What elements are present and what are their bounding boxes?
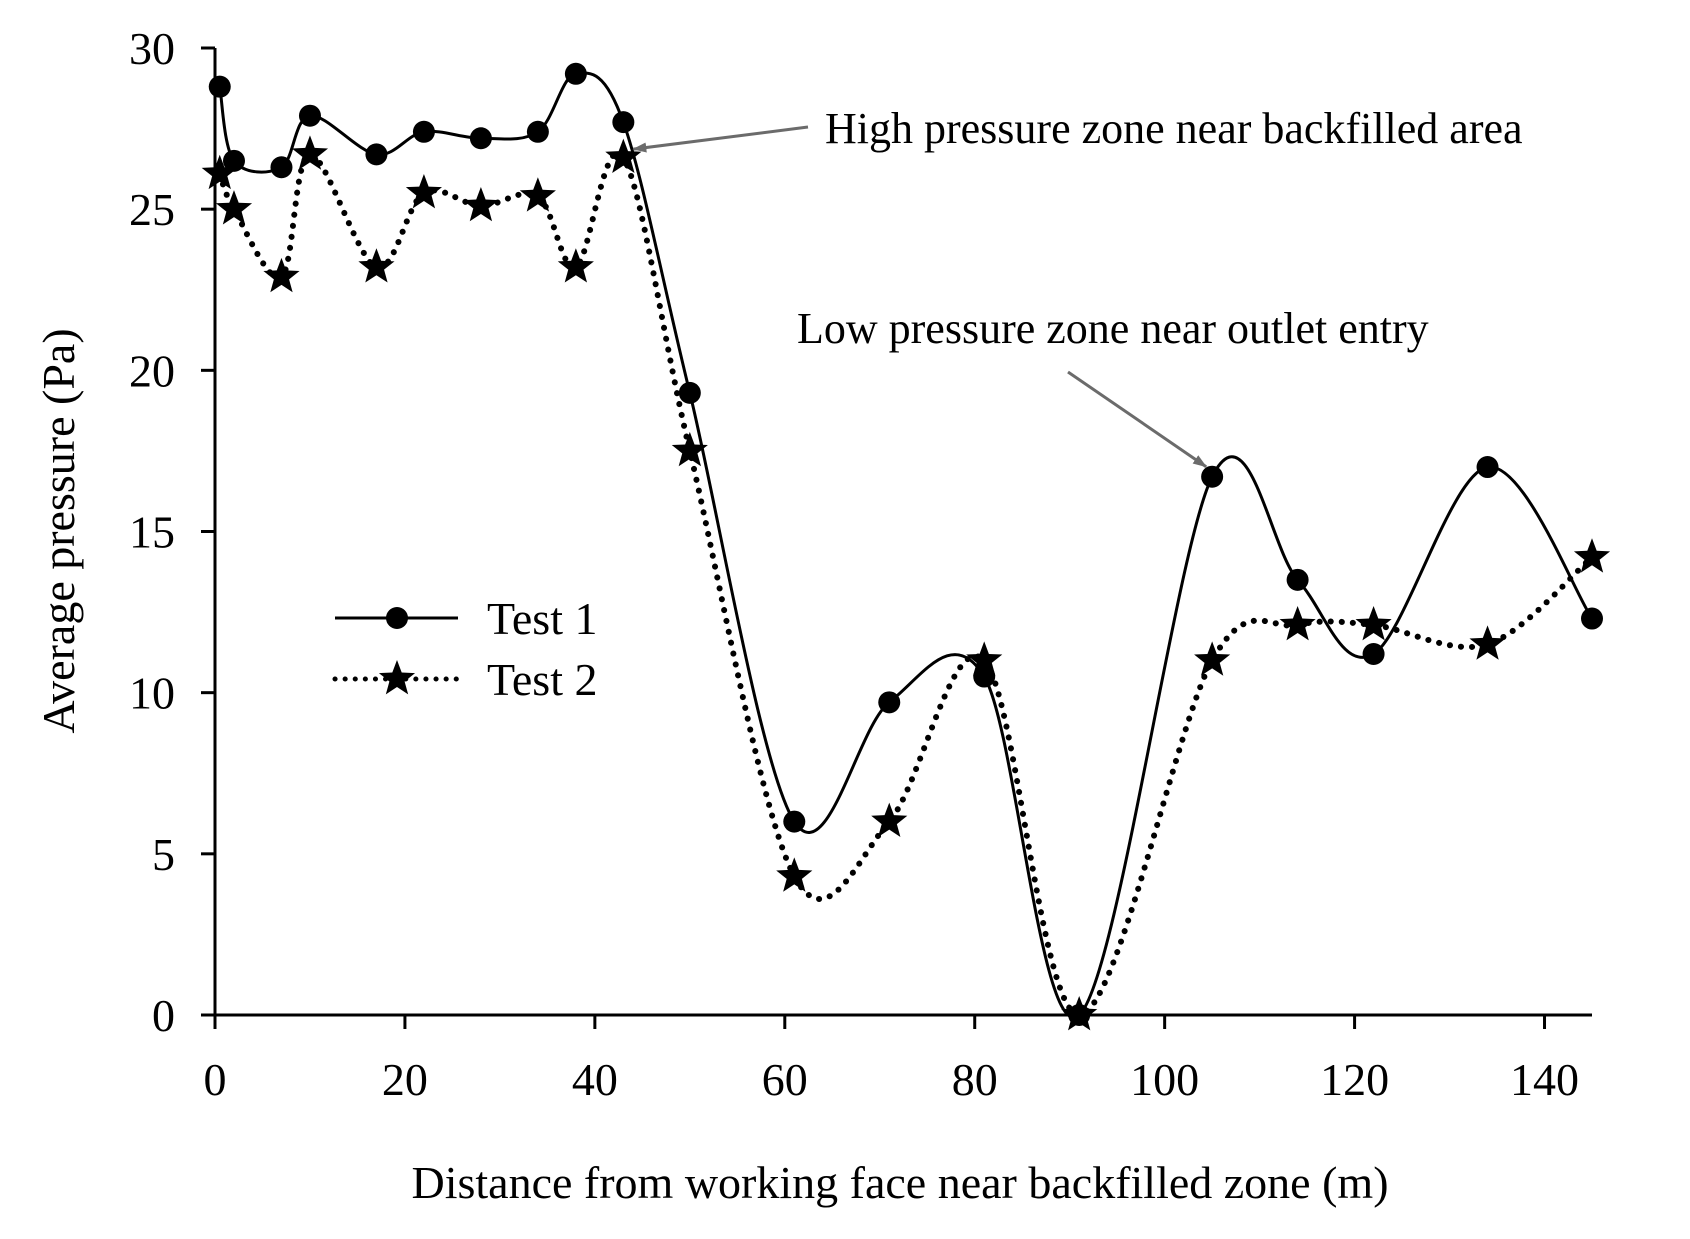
data-point-test-1 (1581, 607, 1603, 630)
y-tick-label: 0 (152, 990, 175, 1041)
x-tick-label: 60 (762, 1054, 808, 1105)
data-point-test-1 (412, 120, 435, 143)
series-layer (201, 62, 1611, 1031)
data-point-test-2 (462, 186, 499, 222)
data-point-test-1 (1476, 456, 1499, 479)
x-tick-label: 140 (1510, 1054, 1579, 1105)
data-point-test-2 (358, 248, 395, 283)
data-point-test-1 (365, 143, 388, 166)
x-axis-title: Distance from working face near backfill… (411, 1157, 1388, 1208)
x-tick-label: 0 (204, 1054, 227, 1105)
data-point-test-2 (519, 177, 556, 212)
high-pressure-arrow (632, 125, 809, 153)
low-pressure-annotation: Low pressure zone near outlet entry (797, 304, 1429, 353)
data-point-test-1 (469, 127, 492, 150)
data-point-test-2 (605, 138, 642, 173)
data-point-test-1 (1286, 568, 1309, 591)
data-point-test-1 (678, 381, 701, 404)
y-tick-label: 10 (129, 668, 175, 719)
data-point-test-1 (1068, 1004, 1091, 1026)
x-tick-label: 40 (572, 1054, 618, 1105)
data-point-test-1 (783, 810, 806, 833)
data-point-test-2 (1355, 605, 1392, 641)
x-tick-label: 20 (382, 1054, 428, 1105)
data-point-test-1 (208, 75, 231, 98)
data-point-test-2 (263, 257, 300, 293)
data-point-test-1 (878, 691, 901, 714)
legend-marker-test-1 (386, 607, 408, 629)
y-tick-label: 25 (129, 184, 175, 235)
y-tick-label: 30 (129, 23, 175, 74)
data-point-test-2 (557, 248, 594, 283)
annotations: High pressure zone near backfilled area … (632, 104, 1523, 468)
data-point-test-2 (405, 174, 442, 209)
legend-label-test-1: Test 1 (487, 593, 598, 644)
data-point-test-2 (1194, 641, 1231, 676)
series-line-test-2 (216, 150, 1595, 1019)
x-tick-label: 100 (1130, 1054, 1199, 1105)
y-ticks: 0 5 10 15 20 25 30 (129, 23, 215, 1041)
y-tick-label: 20 (129, 345, 175, 396)
series-line-test-1 (218, 71, 1594, 1019)
data-point-test-2 (1573, 538, 1611, 573)
data-point-test-2 (966, 641, 1003, 676)
data-point-test-2 (671, 431, 708, 467)
data-point-test-2 (201, 154, 238, 190)
y-axis-title: Average pressure (Pa) (33, 328, 84, 733)
data-point-test-1 (564, 62, 587, 85)
low-pressure-arrow (1067, 370, 1207, 468)
data-point-test-1 (526, 120, 549, 143)
data-point-test-1 (973, 665, 996, 688)
data-point-test-2 (291, 135, 329, 170)
data-point-test-1 (270, 156, 293, 179)
y-tick-label: 5 (152, 829, 175, 880)
x-tick-label: 80 (952, 1054, 998, 1105)
data-point-test-2 (1469, 625, 1506, 660)
legend-marker-test-2 (378, 660, 416, 695)
y-tick-label: 15 (129, 507, 175, 558)
legend: Test 1 Test 2 (332, 593, 598, 705)
data-point-test-2 (215, 190, 253, 225)
high-pressure-annotation: High pressure zone near backfilled area (825, 104, 1523, 153)
data-point-test-1 (1362, 642, 1385, 665)
data-point-test-1 (222, 149, 245, 172)
x-tick-label: 120 (1320, 1054, 1389, 1105)
data-point-test-2 (776, 857, 813, 892)
data-point-test-1 (1201, 465, 1224, 488)
data-point-test-2 (1279, 605, 1316, 641)
data-point-test-2 (871, 802, 908, 837)
data-point-test-1 (298, 104, 321, 127)
legend-label-test-2: Test 2 (487, 654, 598, 705)
data-point-test-1 (612, 111, 635, 134)
x-ticks: 0 20 40 60 80 100 120 140 (204, 1015, 1579, 1105)
